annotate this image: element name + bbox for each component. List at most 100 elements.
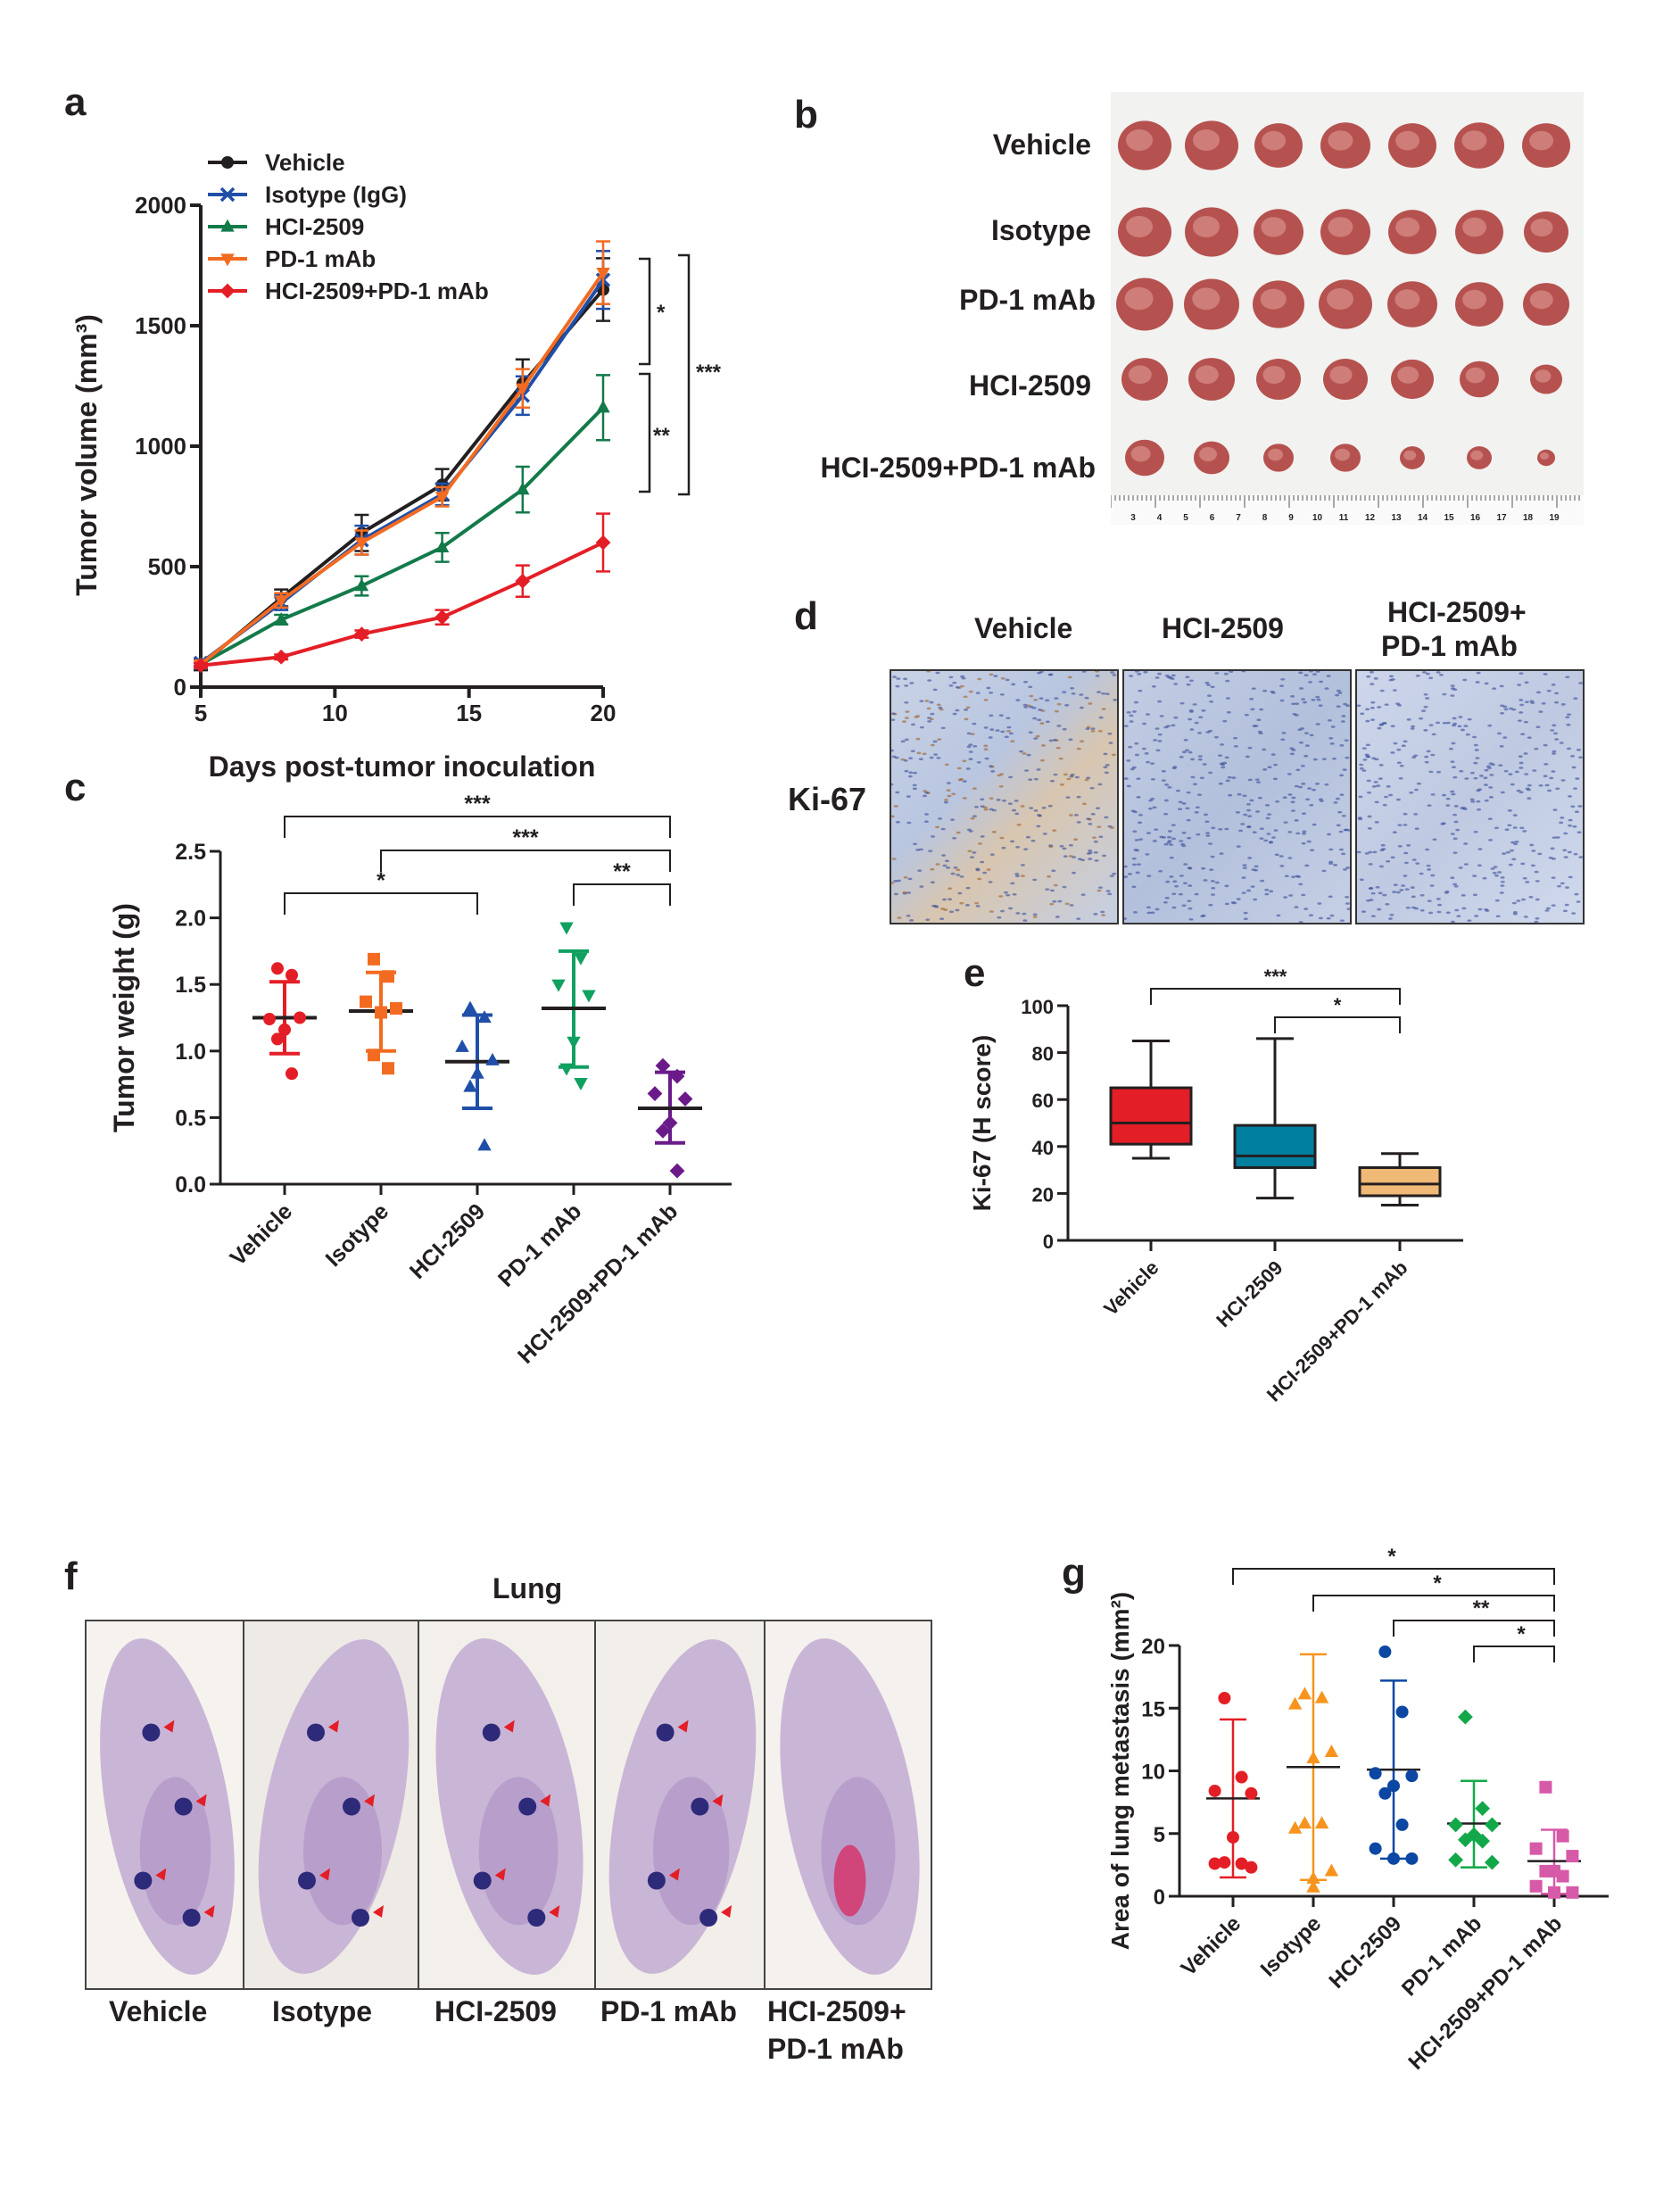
cell-nucleus (1014, 812, 1020, 816)
cell-nucleus (1445, 911, 1451, 915)
metastasis-nodule (473, 1871, 492, 1890)
tumor-highlight (1395, 130, 1420, 151)
cell-nucleus (1093, 913, 1098, 916)
cell-nucleus (1290, 809, 1295, 812)
data-point (1218, 1856, 1231, 1869)
cell-nucleus (1401, 884, 1406, 887)
cell-nucleus (943, 800, 948, 804)
cell-nucleus (1252, 831, 1257, 833)
cell-nucleus (1335, 797, 1340, 800)
cell-nucleus (984, 757, 989, 760)
significance-bracket (1393, 1620, 1555, 1637)
cell-nucleus (1522, 876, 1527, 880)
tumor-highlight (1470, 450, 1484, 460)
cell-nucleus (1194, 721, 1199, 725)
cell-nucleus (1413, 813, 1419, 816)
cell-nucleus (1146, 911, 1152, 915)
cell-nucleus (1146, 832, 1152, 834)
cell-nucleus (1547, 789, 1552, 792)
data-point (559, 1063, 574, 1076)
cell-nucleus (1560, 882, 1565, 885)
cell-nucleus (1014, 875, 1020, 878)
cell-nucleus (1321, 869, 1327, 873)
cell-nucleus (1554, 738, 1560, 741)
cell-nucleus (1064, 704, 1070, 707)
cell-nucleus (1327, 833, 1332, 836)
cell-nucleus (1105, 692, 1110, 695)
cell-nucleus (1069, 904, 1074, 907)
cell-nucleus (1361, 769, 1367, 772)
cell-nucleus (1295, 875, 1300, 878)
cell-nucleus (1535, 898, 1540, 901)
cell-nucleus (1137, 673, 1142, 676)
cell-nucleus (915, 737, 921, 741)
cell-nucleus (1224, 884, 1229, 888)
cell-nucleus (975, 905, 981, 908)
cell-nucleus (929, 717, 934, 721)
cell-nucleus (1295, 768, 1301, 772)
ruler-label: 5 (1183, 513, 1188, 523)
cell-nucleus (1428, 724, 1434, 726)
cell-nucleus (1425, 697, 1430, 700)
cell-nucleus (1427, 899, 1432, 902)
cell-nucleus (1146, 906, 1151, 909)
significance-bracket (678, 253, 691, 496)
data-point (1235, 1857, 1248, 1870)
cell-nucleus (1256, 781, 1262, 783)
group-pd-1-mab (1447, 1709, 1501, 1870)
cell-nucleus (1500, 884, 1505, 887)
cell-nucleus (1105, 763, 1110, 767)
cell-nucleus (1029, 807, 1034, 809)
cell-nucleus (1328, 862, 1334, 865)
cell-nucleus (1345, 756, 1350, 759)
tumor-highlight (1462, 217, 1487, 237)
data-point (274, 595, 288, 609)
cell-nucleus (1008, 775, 1014, 779)
lung-lobe (478, 1777, 559, 1926)
cell-nucleus (1560, 779, 1566, 782)
cell-nucleus (1062, 691, 1067, 693)
cell-nucleus (1413, 754, 1419, 758)
cell-nucleus (1020, 864, 1025, 866)
cell-nucleus (940, 908, 946, 910)
cell-nucleus (1406, 718, 1411, 721)
cell-nucleus (1185, 676, 1190, 679)
cell-nucleus (1052, 829, 1057, 832)
cell-nucleus (1128, 745, 1133, 749)
cell-nucleus (1153, 739, 1158, 742)
cell-nucleus (1250, 708, 1255, 711)
cell-nucleus (904, 717, 909, 719)
cell-nucleus (972, 722, 977, 725)
cell-nucleus (1080, 740, 1085, 743)
data-point (434, 492, 450, 505)
cell-nucleus (1510, 783, 1515, 786)
cell-nucleus (1084, 696, 1089, 700)
cell-nucleus (1039, 697, 1044, 700)
cell-nucleus (1230, 901, 1236, 904)
cell-nucleus (1127, 873, 1132, 875)
cell-nucleus (1173, 683, 1179, 685)
cell-nucleus (1279, 699, 1285, 702)
data-point (1324, 1745, 1339, 1758)
cell-nucleus (1247, 778, 1253, 782)
cell-nucleus (1565, 886, 1569, 889)
cell-nucleus (1138, 821, 1143, 825)
x-tick-label: 15 (456, 700, 482, 726)
cell-nucleus (1527, 788, 1532, 792)
cell-nucleus (1396, 748, 1402, 751)
cell-nucleus (1477, 864, 1482, 867)
cell-nucleus (1038, 709, 1043, 711)
x-tick-label: Vehicle (226, 1198, 298, 1271)
panel-letter-d: d (794, 594, 818, 638)
tumor-highlight (1262, 130, 1287, 151)
cell-nucleus (1545, 907, 1551, 910)
iqr-box (1233, 1123, 1317, 1169)
cell-nucleus (1214, 881, 1220, 884)
cell-nucleus (1318, 798, 1323, 801)
cell-nucleus (952, 836, 957, 840)
cell-nucleus (1047, 804, 1053, 808)
column-label-combo-line2: PD-1 mAb (1381, 630, 1518, 662)
cell-nucleus (1049, 902, 1055, 906)
data-point (382, 970, 394, 983)
cell-nucleus (1521, 898, 1527, 901)
